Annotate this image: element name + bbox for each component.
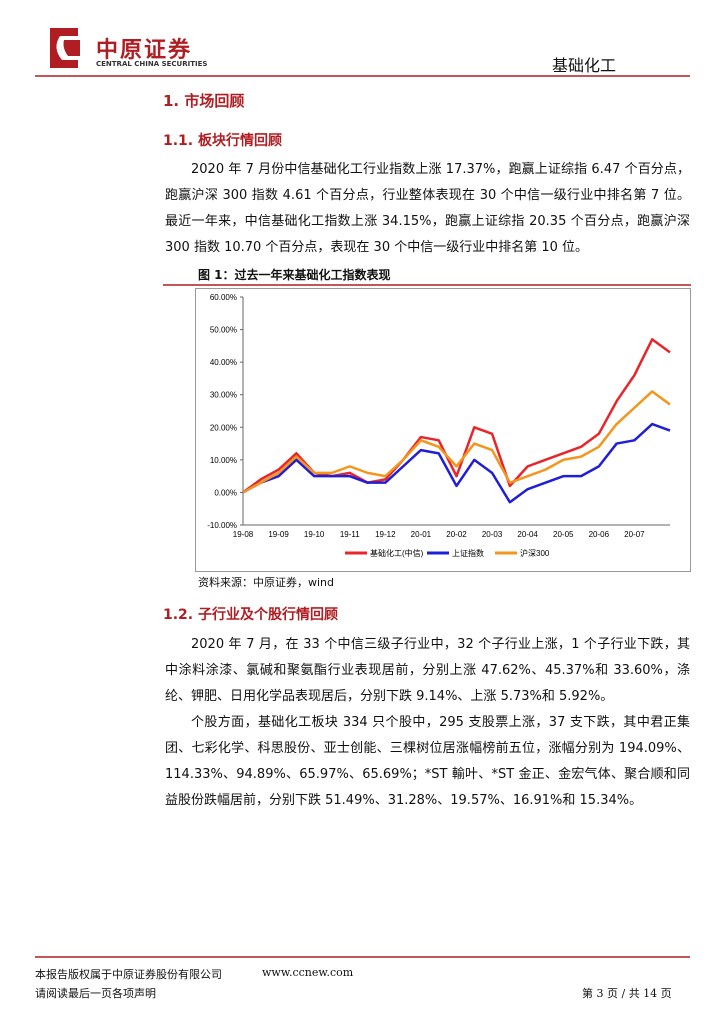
y-tick-label: -10.00% [207, 521, 237, 530]
chart: -10.00% 0.00% 10.00% 20.00% 30.00% 40.00% 50.0… [195, 288, 691, 572]
paragraph: 2020 年 7 月份中信基础化工行业指数上涨 17.37%，跑赢上证综指 6.… [165, 162, 690, 255]
company-name-en: CENTRAL CHINA SECURITIES [96, 60, 208, 68]
legend-label: 上证指数 [452, 548, 484, 558]
x-tick-label: 19-08 [233, 530, 254, 539]
x-tick-label: 19-10 [304, 530, 325, 539]
website: www.ccnew.com [262, 966, 354, 979]
x-tick-label: 20-06 [589, 530, 610, 539]
x-tick-label: 20-07 [624, 530, 645, 539]
y-tick-label: 0.00% [214, 488, 237, 497]
company-name: 中原证券 [96, 38, 193, 63]
industry: 基础化工 [552, 56, 617, 75]
x-tick-label: 20-04 [517, 530, 538, 539]
caption-rule [163, 284, 691, 286]
logo [50, 28, 78, 68]
legend-label: 沪深300 [520, 548, 550, 558]
x-tick-label: 19-09 [268, 530, 289, 539]
paragraph: 个股方面，基础化工板块 334 只个股中，295 支股票上涨，37 支下跌，其中… [165, 715, 690, 808]
section-heading: 1.1. 板块行情回顾 [163, 133, 282, 149]
legend-label: 基础化工(中信) [370, 548, 424, 558]
footer-rule [35, 956, 690, 958]
series-line [242, 390, 671, 494]
series-line [242, 422, 671, 504]
chart-frame [195, 288, 691, 572]
logo-inner [63, 40, 80, 56]
figure-caption: 图 1：过去一年来基础化工指数表现 [198, 268, 391, 282]
x-tick-label: 20-05 [553, 530, 574, 539]
copyright: 本报告版权属于中原证券股份有限公司 [35, 968, 222, 981]
x-tick-label: 19-12 [375, 530, 396, 539]
x-tick-label: 20-02 [446, 530, 467, 539]
section-heading: 1.2. 子行业及个股行情回顾 [163, 607, 338, 623]
section-heading: 1. 市场回顾 [163, 92, 245, 110]
page-number: 第 3 页 / 共 14 页 [582, 987, 672, 1000]
disclaimer: 请阅读最后一页各项声明 [35, 987, 156, 1000]
source: 资料来源：中原证券，wind [198, 576, 335, 589]
y-tick-label: 10.00% [210, 456, 237, 465]
header-graphics [35, 28, 690, 77]
x-tick-label: 20-03 [482, 530, 503, 539]
y-tick-label: 40.00% [210, 358, 237, 367]
x-tick-label: 19-11 [340, 530, 360, 539]
y-tick-label: 30.00% [210, 391, 237, 400]
y-tick-label: 20.00% [210, 423, 237, 432]
paragraph: 2020 年 7 月，在 33 个中信三级子行业中，32 个子行业上涨，1 个子… [165, 637, 690, 704]
y-tick-label: 60.00% [210, 293, 237, 302]
x-tick-label: 20-01 [411, 530, 432, 539]
y-tick-label: 50.00% [210, 326, 237, 335]
